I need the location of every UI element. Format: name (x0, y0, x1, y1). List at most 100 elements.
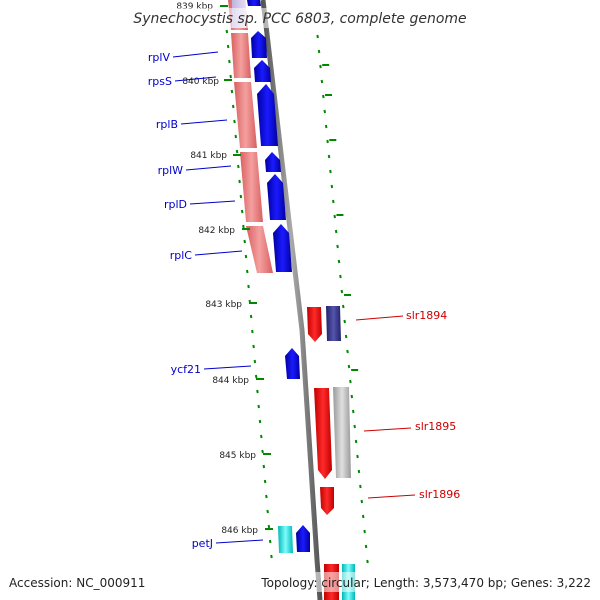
guide-dot (341, 304, 345, 309)
gene-label-rplB[interactable]: rplB (156, 118, 178, 131)
guide-dot (349, 379, 352, 384)
guide-dot (333, 214, 337, 219)
gene-arrow-rplV (251, 31, 267, 58)
guide-dot (319, 64, 322, 69)
guide-dot (329, 169, 332, 174)
guide-dot (340, 289, 344, 294)
callout-line (363, 427, 412, 432)
gene-label-petJ[interactable]: petJ (192, 537, 213, 550)
guide-dot (263, 479, 267, 484)
guide-dot (261, 449, 264, 454)
topology-backdrop (258, 572, 594, 592)
guide-dot (351, 409, 355, 414)
kbp-ruler: 839 kbp 840 kbp 841 kbp 842 kbp 843 kbp … (176, 2, 273, 536)
guide-dot (323, 109, 327, 114)
gene-label-rplC[interactable]: rplC (170, 249, 193, 262)
guide-dot (249, 314, 253, 319)
accession-text: Accession: NC_000911 (9, 576, 145, 590)
guide-dot (330, 184, 334, 189)
gene-label-rpsS[interactable]: rpsS (148, 75, 172, 88)
guide-dot (350, 394, 354, 399)
guide-dot (228, 59, 231, 64)
pink-band-segment (246, 226, 273, 273)
guide-dot (354, 439, 358, 444)
callout-line (355, 315, 404, 321)
guide-dot (360, 499, 364, 504)
gene-arrow-rplW (265, 152, 281, 172)
topology-text: Topology: circular; Length: 3,573,470 bp… (260, 576, 591, 590)
guide-dot (239, 194, 243, 199)
guide-dot (344, 334, 348, 339)
guide-dot (247, 284, 250, 289)
gene-arrow-petJ-cyan (278, 526, 293, 553)
guide-dot (270, 554, 273, 559)
guide-dot (363, 529, 366, 534)
title-backdrop (135, 8, 470, 28)
guide-dot (334, 229, 338, 234)
forward-genes (247, 0, 310, 552)
tick-label: 846 kbp (221, 526, 258, 536)
gene-arrow-top (247, 0, 261, 6)
gene-label-slr1894[interactable]: slr1894 (406, 309, 447, 322)
guide-rings (225, 29, 369, 564)
guide-dot (262, 464, 266, 469)
callout-line (185, 165, 232, 171)
pink-band-segment (231, 33, 251, 78)
guide-dot (327, 154, 331, 159)
guide-dot (353, 424, 356, 429)
guide-dot (267, 524, 271, 529)
gene-arrow-rpsS (254, 60, 271, 82)
callout-line (189, 200, 236, 205)
tick-label: 839 kbp (176, 2, 213, 12)
callout-line (172, 51, 219, 58)
guide-dot (320, 79, 324, 84)
backbone (260, 0, 323, 600)
gene-arrow-slr1895-gray (333, 387, 351, 478)
guide-dot (256, 389, 259, 394)
gene-arrow-slr1896 (320, 487, 334, 515)
tick-label: 840 kbp (182, 77, 219, 87)
callout-line (203, 365, 252, 370)
guide-dot (265, 494, 268, 499)
guide-dot (240, 209, 244, 214)
guide-dot (254, 374, 258, 379)
guide-dot (332, 199, 335, 204)
pink-band-segment (240, 152, 263, 222)
guide-dot (259, 434, 263, 439)
gene-label-rplV[interactable]: rplV (148, 51, 171, 64)
guide-dot (238, 179, 241, 184)
guide-dot (336, 244, 339, 249)
gene-label-slr1895[interactable]: slr1895 (415, 420, 456, 433)
guide-dot (364, 544, 368, 549)
gene-arrow-slr1894-red (307, 307, 322, 342)
guide-dot (326, 139, 329, 144)
gene-label-rplW[interactable]: rplW (158, 164, 184, 177)
guide-dot (347, 364, 351, 369)
gene-arrow-ycf21 (285, 348, 300, 379)
guide-dot (324, 124, 328, 129)
guide-dot (245, 269, 249, 274)
guide-dot (242, 224, 245, 229)
callout-line (367, 494, 416, 499)
gene-label-ycf21[interactable]: ycf21 (171, 363, 201, 376)
guide-dot (339, 274, 342, 279)
gene-arrow-rplB (257, 84, 278, 146)
callout-line (174, 76, 217, 82)
gene-labels: rplV rpsS rplB rplW rplD rplC ycf21 petJ… (148, 51, 461, 550)
gene-arrow-petJ (296, 525, 310, 552)
guide-dot (366, 559, 369, 564)
guide-dot (253, 359, 257, 364)
guide-dot (356, 454, 359, 459)
tick-label: 843 kbp (205, 300, 242, 310)
callout-line (194, 250, 243, 256)
guide-dot (237, 164, 240, 169)
gene-label-slr1896[interactable]: slr1896 (419, 488, 460, 501)
guide-dot (361, 514, 365, 519)
guide-dot (231, 104, 235, 109)
guide-dot (322, 94, 325, 99)
tick-label: 845 kbp (219, 451, 256, 461)
guide-dot (357, 469, 361, 474)
guide-dot (359, 484, 362, 489)
gene-label-rplD[interactable]: rplD (164, 198, 187, 211)
